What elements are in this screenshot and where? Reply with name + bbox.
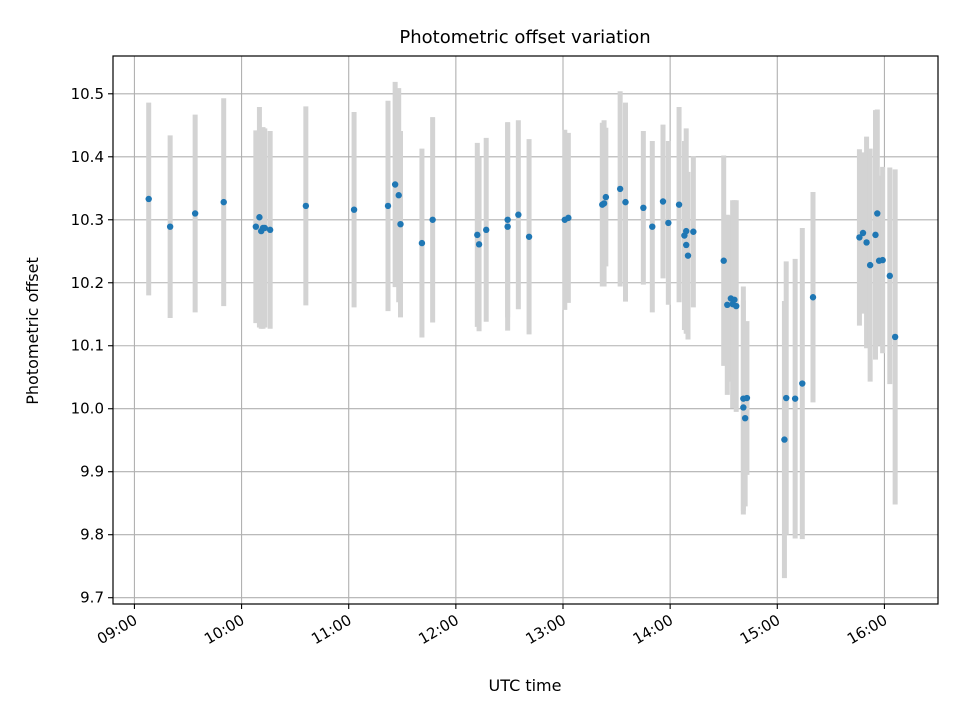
data-point [474,231,481,239]
data-point [166,223,174,230]
data-point [799,380,806,387]
y-tick-label: 10.0 [71,400,104,418]
y-axis-ticks: 9.7 9.8 9.9 10.0 10.1 10.2 10.3 10.4 10.5 [71,85,113,607]
data-point [886,272,893,280]
data-point [504,223,511,230]
data-point [675,201,683,208]
data-point [665,219,672,227]
data-point [391,181,399,188]
data-point [683,241,690,249]
data-point [429,216,436,223]
data-point [684,252,692,259]
data-point [266,226,274,234]
y-tick-label: 10.2 [71,274,104,292]
data-point [856,234,863,241]
data-point [874,210,881,217]
y-tick-label: 10.4 [71,148,104,166]
data-point [191,210,199,217]
data-point [683,227,690,235]
data-point [261,224,268,232]
data-point [640,204,647,212]
data-point [863,239,870,246]
data-point [724,301,731,309]
chart-title: Photometric offset variation [399,27,650,48]
data-point [731,296,738,303]
data-point [220,198,227,206]
data-point [256,214,263,221]
data-point [525,233,533,240]
data-point [783,394,790,402]
y-axis-label: Photometric offset [23,257,42,405]
data-point [809,294,817,301]
data-point [879,256,886,264]
data-point [384,202,392,210]
y-tick-label: 9.8 [80,526,104,544]
y-tick-label: 10.1 [71,337,104,355]
data-point [733,302,740,310]
data-point [145,195,152,203]
data-point [720,257,727,264]
data-point [740,404,747,411]
data-point [616,185,624,193]
data-point [741,414,749,422]
data-point [565,214,572,222]
y-tick-label: 9.7 [80,589,104,607]
plot-frame [112,55,939,605]
y-tick-label: 9.9 [80,463,104,481]
x-axis-label: UTC time [489,676,562,695]
data-point [395,192,402,199]
data-point [252,223,260,230]
data-point [872,231,879,239]
data-point [397,220,404,228]
data-points [145,181,899,443]
y-tick-label: 10.5 [71,85,104,103]
data-point [418,239,426,247]
y-tick-label: 10.3 [71,211,104,229]
data-point [690,228,697,235]
data-point [483,226,490,234]
data-point [475,241,483,248]
data-point [791,395,799,402]
data-point [659,198,667,205]
data-point [743,394,751,402]
data-point [866,261,874,269]
data-point [649,223,656,230]
data-point [302,202,310,210]
data-point [602,193,610,201]
data-point [781,436,788,443]
data-point [600,200,608,207]
data-point [504,216,511,223]
data-point [350,206,358,213]
data-point [622,198,629,206]
data-point [891,333,899,341]
data-point [515,211,522,218]
data-point [859,229,867,237]
